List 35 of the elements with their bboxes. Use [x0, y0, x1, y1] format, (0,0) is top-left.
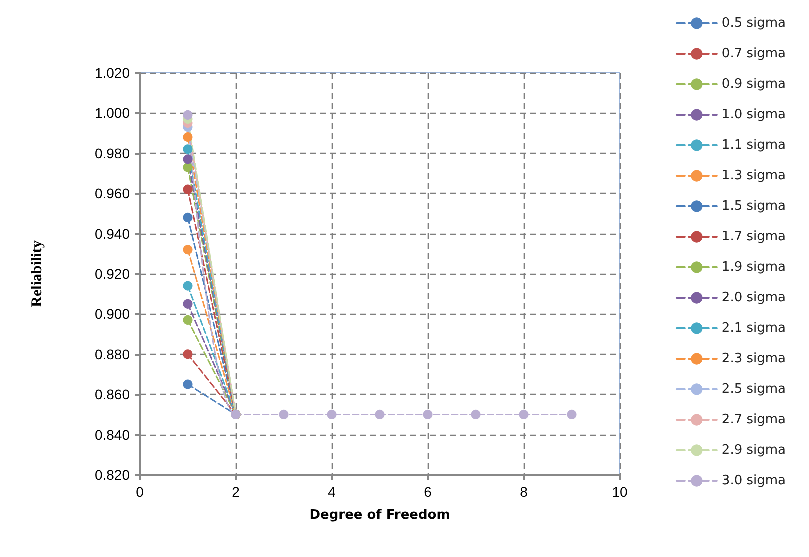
legend-label: 2.5 sigma	[722, 382, 786, 397]
y-tick-label: 0.920	[94, 266, 130, 282]
x-tick-label: 10	[612, 484, 628, 500]
y-tick-label: 0.900	[94, 306, 130, 322]
legend-label: 2.7 sigma	[722, 412, 786, 428]
legend-label: 2.3 sigma	[722, 352, 786, 366]
legend-label: 1.9 sigma	[722, 260, 786, 275]
x-axis-title: Degree of Freedom	[310, 508, 450, 523]
x-tick-label: 0	[136, 484, 144, 500]
legend-label: 1.5 sigma	[722, 199, 786, 214]
legend-label: 1.0 sigma	[722, 108, 786, 122]
x-tick-label: 2	[232, 484, 240, 500]
legend-label: 2.1 sigma	[722, 321, 786, 336]
y-tick-label: 0.880	[94, 346, 130, 362]
y-tick-label: 1.000	[94, 105, 130, 122]
y-tick-label: 0.840	[94, 426, 130, 443]
x-tick-label: 8	[520, 484, 528, 500]
x-tick-label: 4	[328, 484, 336, 500]
legend-label: 1.1 sigma	[722, 138, 786, 153]
legend-label: 2.9 sigma	[722, 443, 786, 458]
y-tick-label: 1.020	[94, 65, 130, 81]
y-tick-label: 0.860	[94, 386, 130, 403]
y-tick-label: 0.820	[94, 467, 130, 483]
legend-label: 1.3 sigma	[722, 168, 786, 184]
legend-label: 2.0 sigma	[722, 290, 786, 306]
y-axis-title: Reliability	[30, 240, 46, 308]
legend-label: 0.7 sigma	[722, 46, 786, 62]
y-tick-label: 0.960	[94, 186, 130, 202]
legend-label: 3.0 sigma	[722, 474, 786, 488]
x-tick-label: 6	[424, 484, 432, 500]
y-tick-label: 0.940	[94, 226, 130, 242]
y-tick-label: 0.980	[94, 145, 130, 162]
legend-label: 1.7 sigma	[722, 230, 786, 244]
legend-label: 0.5 sigma	[722, 16, 786, 31]
legend-label: 0.9 sigma	[722, 77, 786, 92]
